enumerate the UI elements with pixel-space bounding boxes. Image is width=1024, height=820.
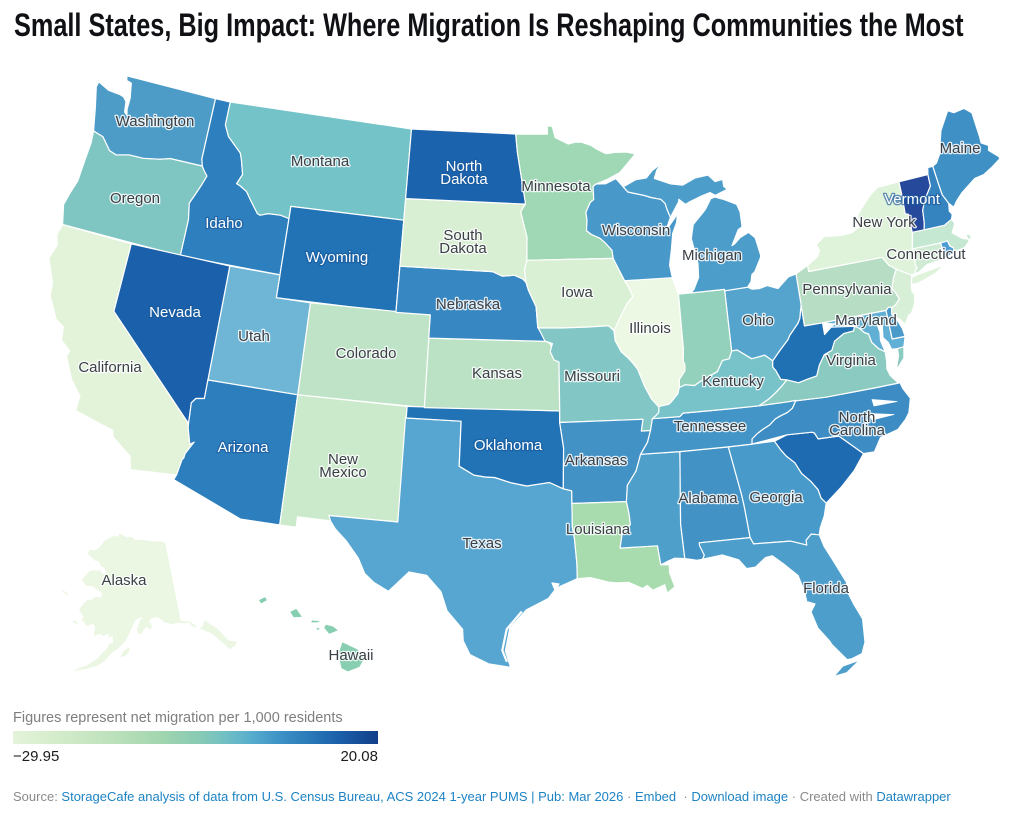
svg-text:Missouri: Missouri [564, 368, 620, 385]
svg-text:Alaska: Alaska [101, 572, 147, 589]
svg-text:Montana: Montana [291, 153, 350, 170]
svg-text:Kansas: Kansas [472, 365, 522, 382]
svg-text:Louisiana: Louisiana [566, 521, 631, 538]
svg-text:Mexico: Mexico [319, 464, 367, 481]
svg-text:Dakota: Dakota [439, 240, 487, 257]
svg-text:New York: New York [852, 214, 916, 231]
svg-text:Maryland: Maryland [835, 312, 897, 329]
svg-text:Nevada: Nevada [149, 304, 201, 321]
svg-text:Arkansas: Arkansas [565, 452, 628, 469]
svg-text:Alabama: Alabama [678, 490, 738, 507]
svg-text:Wyoming: Wyoming [306, 249, 368, 266]
svg-text:Idaho: Idaho [205, 215, 243, 232]
svg-text:Pennsylvania: Pennsylvania [802, 281, 892, 298]
svg-text:South: South [443, 227, 482, 244]
svg-text:Florida: Florida [803, 580, 850, 597]
svg-text:Vermont: Vermont [884, 191, 941, 208]
svg-text:Kentucky: Kentucky [702, 373, 764, 390]
svg-text:California: California [78, 359, 142, 376]
svg-text:Texas: Texas [462, 535, 501, 552]
svg-text:Oregon: Oregon [110, 190, 160, 207]
svg-text:Georgia: Georgia [749, 489, 803, 506]
svg-text:Iowa: Iowa [561, 284, 593, 301]
svg-text:North: North [839, 409, 876, 426]
svg-text:Washington: Washington [116, 113, 195, 130]
svg-text:North: North [446, 158, 483, 175]
svg-text:Virginia: Virginia [826, 352, 876, 369]
svg-text:Utah: Utah [238, 328, 270, 345]
svg-text:Illinois: Illinois [629, 320, 671, 337]
svg-text:Wisconsin: Wisconsin [602, 222, 670, 239]
svg-text:New: New [328, 451, 358, 468]
svg-text:Dakota: Dakota [440, 171, 488, 188]
svg-text:Nebraska: Nebraska [436, 296, 501, 313]
svg-text:Ohio: Ohio [742, 312, 774, 329]
svg-text:Connecticut: Connecticut [886, 246, 966, 263]
svg-text:Michigan: Michigan [682, 247, 742, 264]
svg-text:Hawaii: Hawaii [328, 647, 373, 664]
svg-text:Arizona: Arizona [218, 439, 270, 456]
svg-text:Maine: Maine [940, 140, 981, 157]
svg-text:Colorado: Colorado [336, 345, 397, 362]
svg-text:Minnesota: Minnesota [521, 178, 591, 195]
svg-text:Carolina: Carolina [829, 422, 886, 439]
svg-text:Tennessee: Tennessee [674, 418, 747, 435]
svg-text:Oklahoma: Oklahoma [474, 437, 543, 454]
